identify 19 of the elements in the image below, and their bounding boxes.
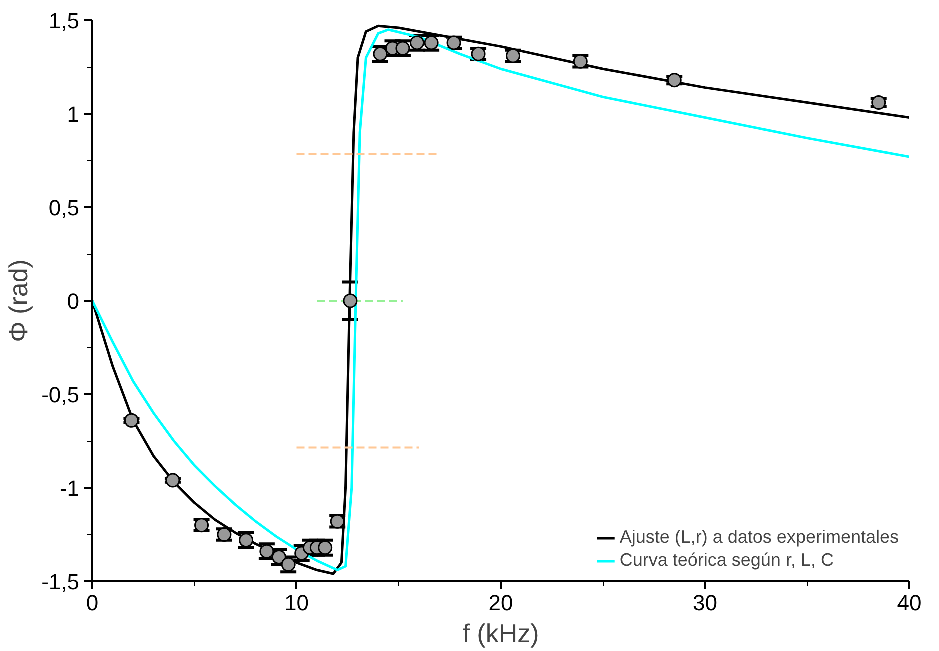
x-tick-label: 10 [284, 590, 309, 616]
y-tick-label: -0,5 [42, 382, 80, 408]
x-tick-label: 30 [693, 590, 718, 616]
y-tick-label: 0,5 [48, 196, 80, 220]
y-tick-label: -1,5 [42, 570, 80, 594]
x-tick-label: 0 [86, 590, 99, 616]
legend-label: Ajuste (L,r) a datos experimentales [620, 527, 899, 548]
x-tick-label: 40 [897, 590, 922, 616]
point [124, 413, 139, 428]
point [166, 473, 180, 488]
y-tick-label: -1 [60, 476, 80, 501]
point [343, 294, 358, 308]
x-tick-label: 20 [488, 590, 514, 616]
y-tick-label: 1,5 [48, 8, 80, 34]
y-tick-label: 0 [67, 289, 80, 314]
y-tick-label: 1 [67, 102, 80, 127]
y-axis-title: Φ (rad) [4, 260, 34, 342]
x-axis-title: f (kHz) [462, 618, 540, 648]
legend-label: Curva teórica según r, L, C [620, 550, 834, 571]
